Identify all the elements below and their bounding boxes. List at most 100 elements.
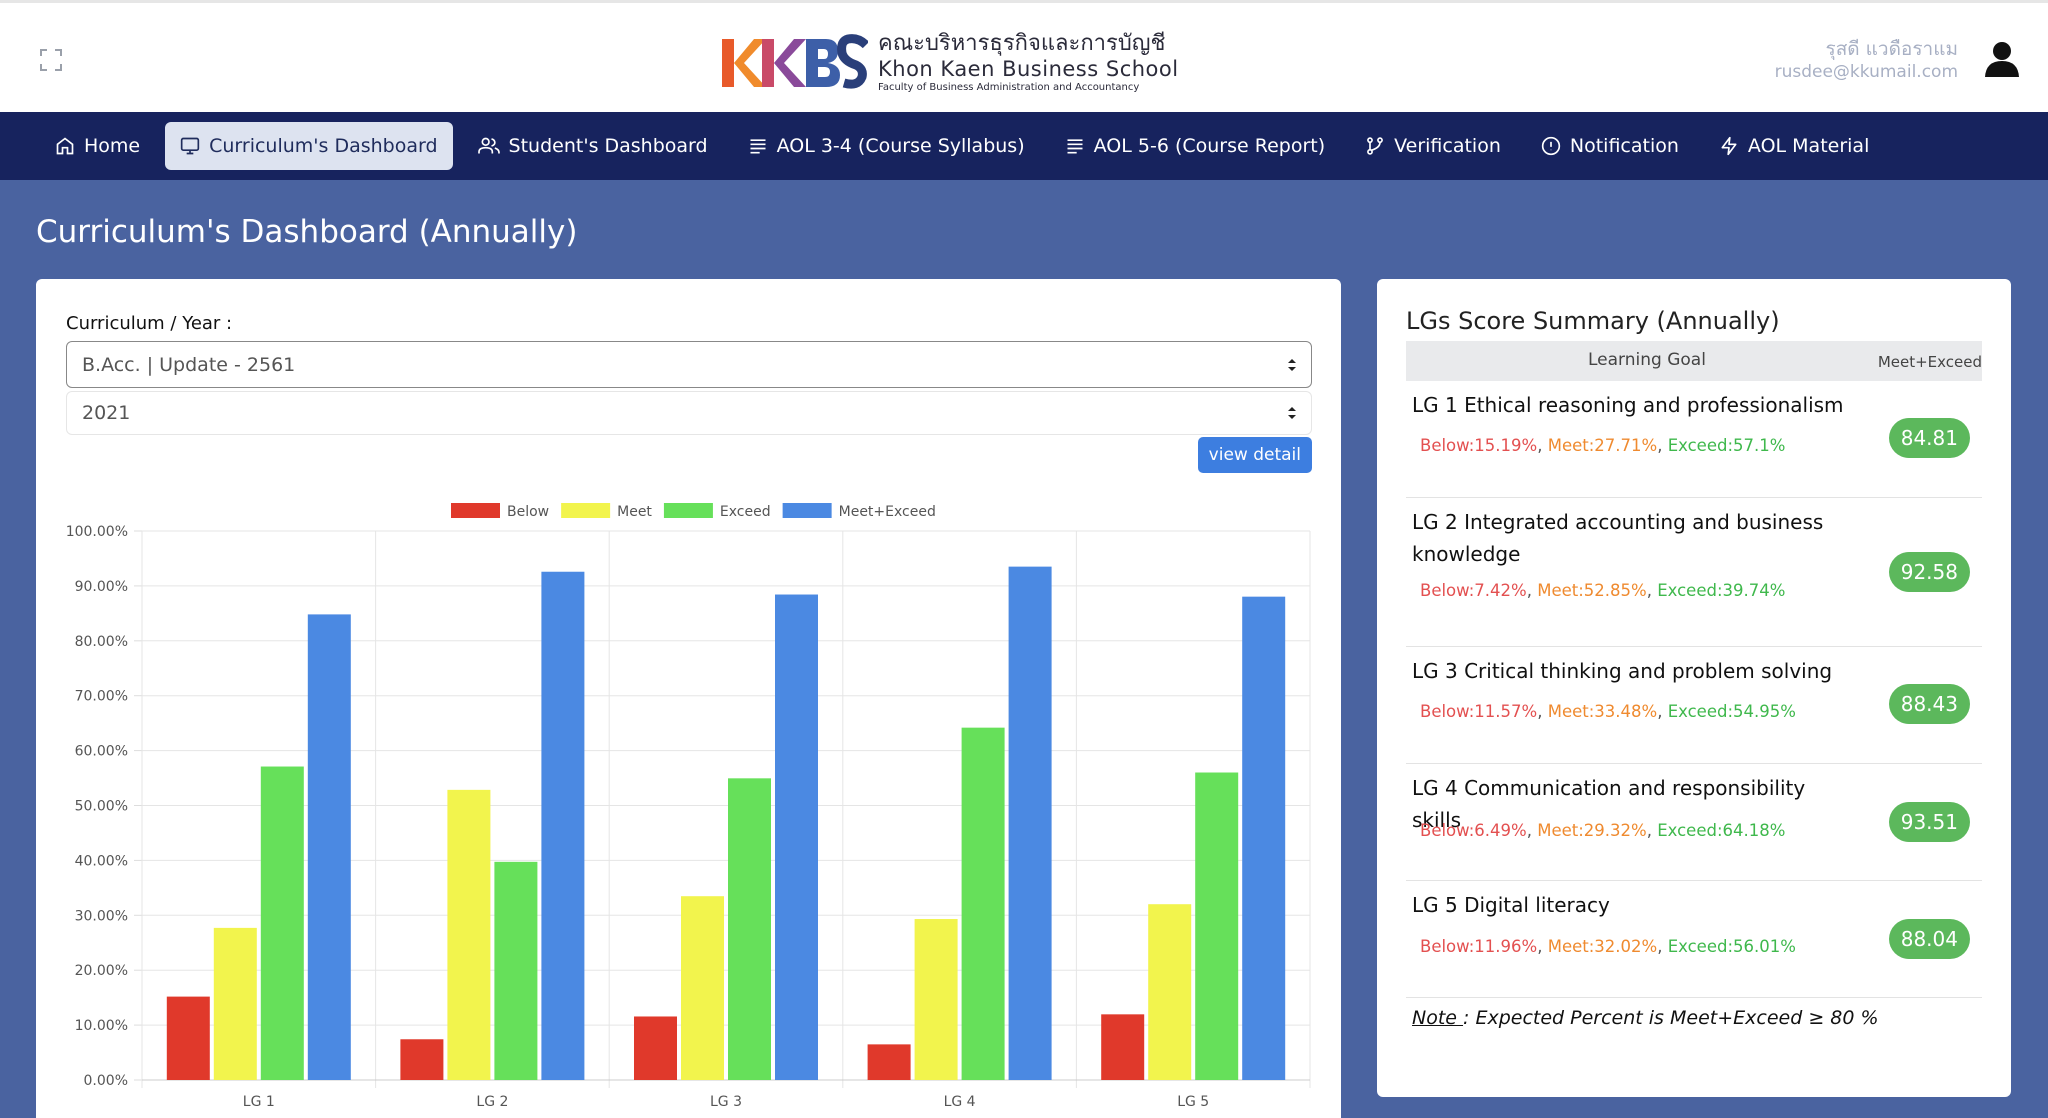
nav-notification-label: Notification <box>1569 135 1679 157</box>
legend-label: Below <box>507 504 549 520</box>
x-tick-label: LG 5 <box>1177 1094 1209 1110</box>
meet-percent: Meet:33.48% <box>1547 702 1658 721</box>
y-tick-label: 30.00% <box>75 908 128 924</box>
curriculum-select[interactable]: B.Acc. | Update - 2561 <box>66 341 1312 388</box>
meet-percent: Meet:52.85% <box>1537 581 1647 600</box>
legend-label: Meet+Exceed <box>839 504 936 520</box>
summary-note: Note : Expected Percent is Meet+Exceed ≥… <box>1412 1007 1879 1029</box>
y-tick-label: 10.00% <box>75 1018 128 1034</box>
x-tick-label: LG 4 <box>944 1094 976 1110</box>
lg-stats: Below:11.96%, Meet:32.02%, Exceed:56.01% <box>1420 937 1796 956</box>
separator: , <box>1537 436 1548 455</box>
page-title: Curriculum's Dashboard (Annually) <box>36 214 578 250</box>
main-navbar: Home Curriculum's Dashboard Student's Da… <box>0 112 2048 180</box>
below-percent: Below:6.49% <box>1420 821 1527 840</box>
lg-title: LG 2 Integrated accounting and business … <box>1412 510 1824 566</box>
list-icon <box>1067 139 1083 154</box>
nav-curriculum-dashboard[interactable]: Curriculum's Dashboard <box>165 122 453 170</box>
nav-aol-5-6-label: AOL 5-6 (Course Report) <box>1093 135 1326 157</box>
user-info[interactable]: รุสดี แวดือราแม rusdee@kkumail.com <box>1775 37 1958 83</box>
nav-verification[interactable]: Verification <box>1350 122 1516 170</box>
lg-stats: Below:11.57%, Meet:33.48%, Exceed:54.95% <box>1420 702 1796 721</box>
y-tick-label: 90.00% <box>75 579 128 595</box>
col-meet-exceed: Meet+Exceed <box>1877 353 1982 371</box>
legend-swatch-meet-exceed <box>782 503 832 518</box>
summary-row-lg2: LG 2 Integrated accounting and business … <box>1406 498 1982 647</box>
score-badge: 88.43 <box>1888 684 1970 724</box>
bar-below-lg-3 <box>634 1016 677 1080</box>
exceed-percent: Exceed:57.1% <box>1667 436 1786 455</box>
y-tick-label: 80.00% <box>75 634 128 650</box>
below-percent: Below:15.19% <box>1420 436 1538 455</box>
logo-thai-text: คณะบริหารธุรกิจและการบัญชี <box>878 31 1166 56</box>
lg-stats: Below:15.19%, Meet:27.71%, Exceed:57.1% <box>1420 436 1785 455</box>
chart-card: Curriculum / Year : B.Acc. | Update - 25… <box>36 279 1341 1118</box>
legend-label: Meet <box>617 504 652 520</box>
nav-aol-material-label: AOL Material <box>1747 135 1870 157</box>
git-branch-icon <box>1367 137 1384 155</box>
nav-home[interactable]: Home <box>40 122 155 170</box>
nav-student-dashboard[interactable]: Student's Dashboard <box>463 122 723 170</box>
logo-english-text: Khon Kaen Business School <box>878 57 1179 81</box>
zap-icon <box>1721 136 1737 156</box>
summary-row-lg1: LG 1 Ethical reasoning and professionali… <box>1406 381 1982 498</box>
lg-title: LG 5 Digital literacy <box>1412 893 1610 917</box>
y-tick-label: 50.00% <box>75 799 128 815</box>
nav-aol-3-4-label: AOL 3-4 (Course Syllabus) <box>776 135 1025 157</box>
logo-subtitle: Faculty of Business Administration and A… <box>878 82 1140 93</box>
summary-title: LGs Score Summary (Annually) <box>1406 307 1780 335</box>
below-percent: Below:7.42% <box>1420 581 1527 600</box>
x-tick-label: LG 3 <box>710 1094 742 1110</box>
y-tick-label: 0.00% <box>84 1073 128 1089</box>
separator: , <box>1526 821 1538 840</box>
legend-label: Exceed <box>720 504 771 520</box>
alert-circle-icon <box>1541 136 1561 156</box>
separator: , <box>1646 821 1658 840</box>
x-tick-label: LG 1 <box>243 1094 275 1110</box>
year-select[interactable]: 2021 <box>66 391 1312 435</box>
summary-card: LGs Score Summary (Annually) Learning Go… <box>1377 279 2011 1097</box>
monitor-icon <box>180 137 200 155</box>
y-tick-label: 60.00% <box>75 744 128 760</box>
col-learning-goal: Learning Goal <box>1588 350 1706 370</box>
y-tick-label: 20.00% <box>75 963 128 979</box>
meet-percent: Meet:32.02% <box>1547 937 1658 956</box>
kkbs-logo[interactable]: คณะบริหารธุรกิจและการบัญชี Khon Kaen Bus… <box>722 29 1179 97</box>
top-header: คณะบริหารธุรกิจและการบัญชี Khon Kaen Bus… <box>0 0 2048 112</box>
user-avatar-icon[interactable] <box>1982 39 2022 79</box>
nav-aol-3-4[interactable]: AOL 3-4 (Course Syllabus) <box>733 122 1040 170</box>
user-name: รุสดี แวดือราแม <box>1825 38 1959 60</box>
separator: , <box>1657 937 1668 956</box>
nav-verification-label: Verification <box>1394 135 1501 157</box>
y-tick-label: 70.00% <box>75 689 128 705</box>
lg-title: LG 4 Communication and responsibility sk… <box>1412 776 1806 832</box>
nav-student-dashboard-label: Student's Dashboard <box>508 135 708 157</box>
summary-row-lg5: LG 5 Digital literacy Below:11.96%, Meet… <box>1406 881 1982 998</box>
note-text: : Expected Percent is Meet+Exceed ≥ 80 % <box>1463 1007 1879 1029</box>
view-detail-button[interactable]: view detail <box>1197 437 1312 473</box>
year-select-value: 2021 <box>82 402 131 424</box>
separator: , <box>1657 702 1668 721</box>
home-icon <box>56 137 74 155</box>
fullscreen-icon[interactable] <box>36 45 66 75</box>
separator: , <box>1646 581 1658 600</box>
lg-stats: Below:7.42%, Meet:52.85%, Exceed:39.74% <box>1420 581 1785 600</box>
bar-meet-exceed-lg-1 <box>307 614 351 1080</box>
bar-meet-exceed-lg-2 <box>541 571 585 1080</box>
bar-meet-lg-5 <box>1148 904 1192 1080</box>
bar-below-lg-1 <box>166 996 210 1080</box>
nav-curriculum-dashboard-label: Curriculum's Dashboard <box>209 135 438 157</box>
separator: , <box>1657 436 1668 455</box>
nav-notification[interactable]: Notification <box>1526 122 1694 170</box>
separator: , <box>1537 702 1548 721</box>
nav-aol-5-6[interactable]: AOL 5-6 (Course Report) <box>1050 122 1341 170</box>
legend-swatch-exceed <box>663 503 713 518</box>
bar-meet-exceed-lg-5 <box>1242 596 1286 1080</box>
nav-aol-material[interactable]: AOL Material <box>1704 122 1884 170</box>
summary-table-header: Learning Goal Meet+Exceed <box>1406 341 1982 381</box>
lg-stats: Below:6.49%, Meet:29.32%, Exceed:64.18% <box>1420 821 1785 840</box>
lg-title: LG 1 Ethical reasoning and professionali… <box>1412 393 1844 417</box>
y-tick-label: 100.00% <box>66 524 128 540</box>
x-tick-label: LG 2 <box>476 1094 508 1110</box>
bar-below-lg-2 <box>400 1039 444 1080</box>
